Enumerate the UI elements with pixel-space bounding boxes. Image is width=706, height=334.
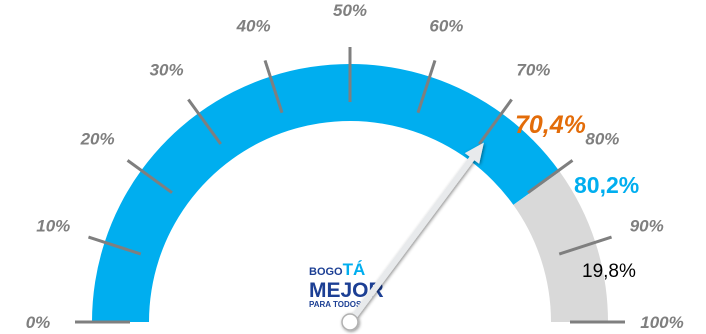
gauge-tick (126, 159, 173, 194)
logo-line1: BOGOTÁ (309, 260, 365, 279)
tick-label: 20% (80, 130, 115, 149)
tick-label: 100% (640, 313, 683, 332)
tick-label: 80% (585, 130, 619, 149)
tick-label: 0% (26, 313, 51, 332)
tick-label: 10% (36, 217, 70, 236)
gauge-tick (263, 59, 284, 114)
secondary-segment-value-label: 19,8% (582, 261, 636, 282)
tick-label: 60% (429, 16, 463, 35)
logo-line3: PARA TODOS (309, 300, 362, 309)
gauge-tick (416, 59, 437, 114)
needle-value-label: 70,4% (515, 111, 586, 139)
needle-arrowhead (464, 142, 484, 164)
primary-segment-value-label: 80,2% (574, 172, 639, 198)
tick-label: 70% (516, 61, 550, 80)
gauge-tick (187, 98, 222, 145)
needle-pivot (341, 313, 359, 331)
gauge-tick (87, 235, 142, 256)
logo-line2: MEJOR (309, 279, 384, 302)
tick-label: 30% (150, 61, 184, 80)
tick-label: 40% (236, 16, 271, 35)
gauge-tick (527, 159, 574, 194)
gauge-needle (341, 142, 484, 331)
needle-shaft (347, 155, 475, 325)
gauge-tick (558, 235, 613, 256)
tick-label: 90% (630, 217, 664, 236)
tick-label: 50% (333, 1, 367, 20)
gauge-tick (478, 98, 513, 145)
brand-logo: BOGOTÁ MEJOR PARA TODOS (309, 260, 384, 309)
gauge-segment-1 (513, 171, 608, 322)
